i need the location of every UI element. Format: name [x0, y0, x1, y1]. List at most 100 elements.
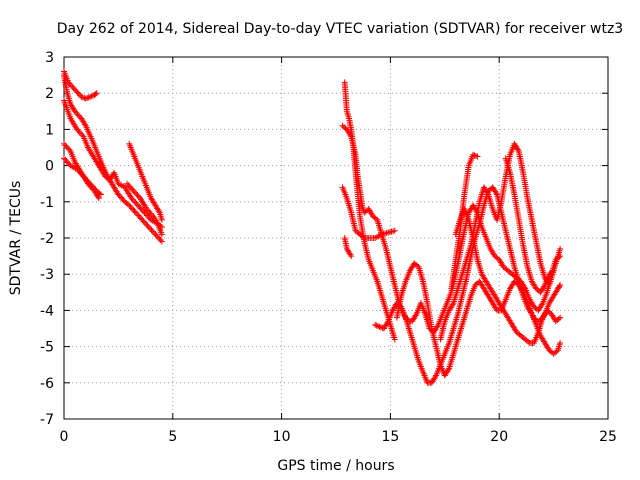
- data-point: [373, 322, 380, 329]
- data-points: [61, 68, 564, 386]
- data-point: [131, 189, 138, 196]
- data-point: [140, 218, 147, 225]
- chart-title: Day 262 of 2014, Sidereal Day-to-day VTE…: [57, 21, 623, 37]
- data-point: [69, 83, 76, 90]
- data-point: [372, 215, 379, 222]
- y-tick-label: 3: [45, 50, 54, 66]
- data-point: [414, 262, 421, 269]
- series-arc10: [339, 184, 398, 241]
- data-point: [79, 132, 86, 139]
- data-point: [514, 146, 521, 153]
- data-point: [130, 206, 137, 213]
- data-point: [87, 93, 94, 100]
- data-point: [126, 202, 133, 209]
- data-point: [143, 221, 150, 228]
- data-point: [474, 153, 481, 160]
- data-point: [132, 209, 139, 216]
- data-point: [136, 203, 143, 210]
- data-point: [81, 174, 88, 181]
- data-point: [127, 203, 134, 210]
- data-point: [131, 198, 138, 205]
- data-point: [126, 183, 133, 190]
- data-point: [67, 82, 74, 89]
- data-point: [119, 195, 126, 202]
- data-point: [471, 152, 478, 159]
- data-point: [118, 194, 125, 201]
- x-tick-label: 25: [599, 429, 617, 445]
- data-point: [541, 283, 548, 290]
- data-point: [88, 182, 95, 189]
- data-point: [155, 208, 162, 215]
- data-point: [557, 282, 564, 289]
- data-point: [153, 219, 160, 226]
- y-tick-label: 0: [45, 159, 54, 175]
- data-point: [74, 126, 81, 133]
- data-point: [136, 214, 143, 221]
- x-axis-label: GPS time / hours: [277, 458, 394, 474]
- data-point: [391, 336, 398, 343]
- data-point: [384, 319, 391, 326]
- data-point: [83, 176, 90, 183]
- data-point: [96, 190, 103, 197]
- data-point: [484, 190, 491, 197]
- data-point: [120, 197, 127, 204]
- data-point: [87, 180, 94, 187]
- data-point: [82, 95, 89, 102]
- data-point: [124, 180, 131, 187]
- data-point: [74, 89, 81, 96]
- data-point: [84, 95, 91, 102]
- data-point: [89, 183, 96, 190]
- data-point: [61, 140, 67, 147]
- series-arc3: [61, 97, 165, 231]
- y-tick-label: -2: [40, 231, 54, 247]
- data-point: [77, 170, 84, 177]
- data-point: [80, 173, 87, 180]
- data-point: [143, 206, 150, 213]
- data-point: [128, 195, 135, 202]
- data-point: [128, 205, 135, 212]
- data-point: [79, 172, 86, 179]
- x-tick-label: 20: [490, 429, 508, 445]
- data-point: [557, 245, 564, 252]
- data-point: [434, 323, 441, 330]
- x-tick-label: 5: [168, 429, 177, 445]
- data-point: [148, 227, 155, 234]
- x-tick-label: 10: [273, 429, 291, 445]
- data-point: [146, 208, 153, 215]
- y-tick-label: -3: [40, 267, 54, 283]
- data-point: [449, 301, 456, 308]
- data-point: [348, 253, 355, 260]
- series-arc15: [452, 206, 564, 346]
- data-point: [125, 182, 132, 189]
- data-point: [145, 224, 152, 231]
- data-point: [557, 314, 564, 321]
- data-point: [147, 210, 154, 217]
- data-point: [131, 208, 138, 215]
- data-point: [142, 211, 149, 218]
- x-tick-label: 15: [381, 429, 399, 445]
- series-arc14: [448, 151, 481, 292]
- data-point: [376, 323, 383, 330]
- data-point: [66, 146, 73, 153]
- data-point: [93, 90, 100, 97]
- grid-lines: [64, 57, 608, 419]
- data-point: [359, 233, 366, 240]
- data-point: [152, 231, 159, 238]
- data-point: [79, 94, 86, 101]
- data-point: [115, 191, 122, 198]
- data-point: [97, 191, 104, 198]
- data-point: [63, 143, 70, 150]
- data-point: [145, 214, 152, 221]
- y-tick-label: 2: [45, 86, 54, 102]
- data-point: [138, 215, 145, 222]
- data-point: [144, 222, 151, 229]
- data-point: [92, 91, 99, 98]
- data-point: [70, 85, 77, 92]
- data-point: [158, 231, 165, 238]
- data-point: [73, 109, 80, 116]
- x-tick-label: 0: [60, 429, 69, 445]
- data-point: [347, 132, 354, 139]
- y-tick-label: -5: [40, 340, 54, 356]
- data-point: [470, 151, 477, 158]
- data-point: [525, 338, 532, 345]
